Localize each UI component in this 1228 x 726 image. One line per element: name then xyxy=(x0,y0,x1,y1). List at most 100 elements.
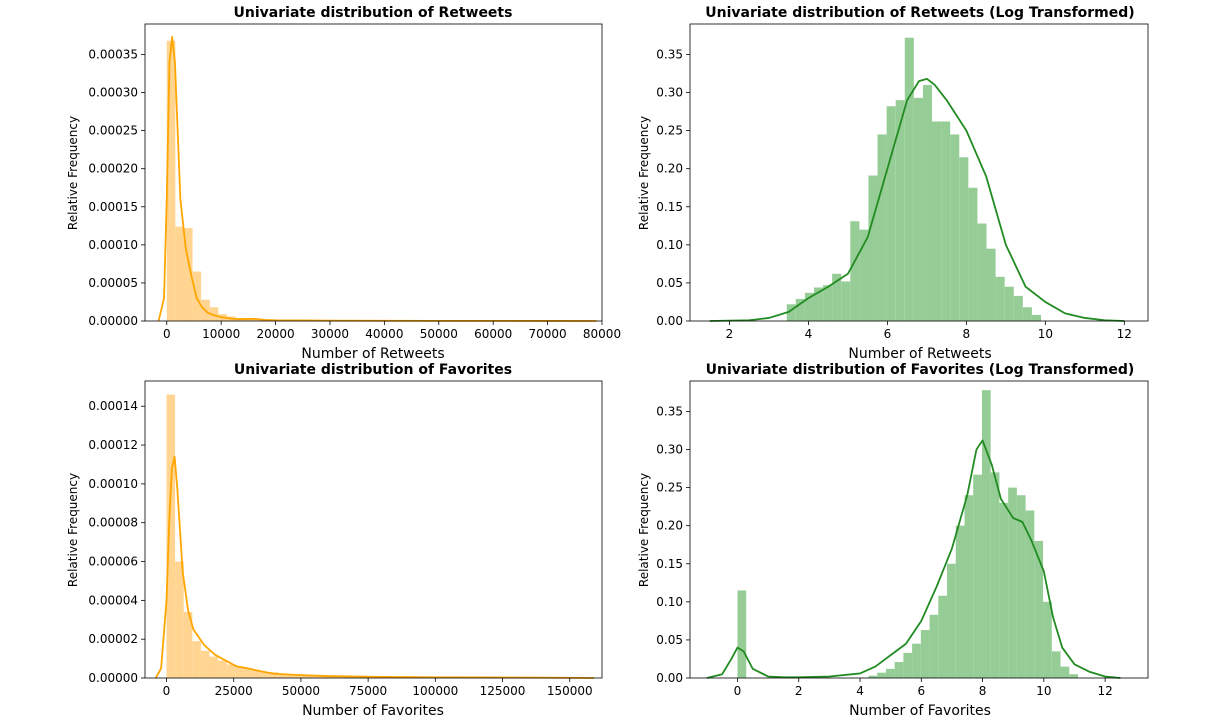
y-tick-label: 0.00010 xyxy=(88,238,138,252)
hist-bar xyxy=(347,677,356,678)
y-tick-label: 0.00012 xyxy=(88,438,138,452)
hist-bar xyxy=(1008,487,1017,678)
hist-bar xyxy=(226,664,236,678)
subplot-retweets: Univariate distribution of Retweets Numb… xyxy=(66,5,512,362)
x-tick-label: 10 xyxy=(1038,327,1053,341)
hist-bar xyxy=(950,134,960,321)
hist-bar xyxy=(304,675,313,678)
x-tick-label: 75000 xyxy=(349,684,387,698)
y-tick-label: 0.00010 xyxy=(88,477,138,491)
hist-bar xyxy=(175,226,184,321)
axes-frame xyxy=(144,380,603,679)
hist-bar xyxy=(920,630,930,678)
hist-bar xyxy=(243,668,253,678)
x-tick-label: 150000 xyxy=(547,684,593,698)
y-tick-label: 0.10 xyxy=(656,238,683,252)
y-tick-label: 0.00030 xyxy=(88,86,138,100)
y-axis-label: Relative Frequency xyxy=(637,473,651,587)
y-tick-label: 0.10 xyxy=(656,595,683,609)
hist-bar xyxy=(964,495,974,678)
hist-bar xyxy=(938,595,948,678)
hist-bar xyxy=(912,643,921,678)
x-tick-label: 25000 xyxy=(215,684,253,698)
x-tick-label: 40000 xyxy=(365,327,403,341)
kde-line xyxy=(709,77,1125,322)
hist-bar xyxy=(286,674,296,678)
y-tick-label: 0.00002 xyxy=(88,632,138,646)
hist-bar xyxy=(175,561,184,678)
y-tick-label: 0.00006 xyxy=(88,555,138,569)
x-tick-label: 50000 xyxy=(282,684,320,698)
y-tick-label: 0.15 xyxy=(656,557,683,571)
x-axis-label: Number of Favorites xyxy=(302,703,444,719)
hist-bar xyxy=(885,668,895,678)
y-tick-label: 0.00025 xyxy=(88,124,138,138)
x-tick-label: 2 xyxy=(795,684,803,698)
hist-bar xyxy=(823,285,833,321)
x-tick-label: 100000 xyxy=(412,684,458,698)
x-tick-label: 12 xyxy=(1097,684,1112,698)
hist-bar xyxy=(795,298,805,321)
hist-bar xyxy=(813,287,824,321)
hist-bar xyxy=(973,474,982,678)
y-tick-label: 0.15 xyxy=(656,200,683,214)
y-axis-label: Relative Frequency xyxy=(637,116,651,230)
x-tick-label: 6 xyxy=(917,684,925,698)
x-tick-label: 0 xyxy=(163,684,171,698)
hist-bar xyxy=(355,677,365,678)
y-tick-label: 0.00 xyxy=(656,314,683,328)
hist-bar xyxy=(192,641,201,678)
hist-bar xyxy=(1051,651,1061,678)
subplot-favorites: Univariate distribution of Favorites Num… xyxy=(66,362,512,719)
x-tick-label: 60000 xyxy=(474,327,512,341)
subplot-favorites-log: Univariate distribution of Favorites (Lo… xyxy=(637,362,1134,719)
y-tick-label: 0.35 xyxy=(656,404,683,418)
hist-bar xyxy=(913,97,923,322)
hist-bar xyxy=(804,292,814,321)
hist-bar xyxy=(269,672,279,678)
hist-bar xyxy=(786,304,796,321)
hist-bar xyxy=(312,676,322,678)
hist-bar xyxy=(977,223,987,321)
hist-bar xyxy=(886,106,896,321)
hist-bar xyxy=(209,307,219,321)
hist-bar xyxy=(1031,314,1041,321)
hist-bar xyxy=(1025,510,1035,678)
hist-bar xyxy=(1013,295,1023,321)
chart-title: Univariate distribution of Retweets xyxy=(234,5,513,21)
hist-bar xyxy=(1022,307,1032,321)
subplot-retweets-log: Univariate distribution of Retweets (Log… xyxy=(637,5,1135,362)
x-tick-label: 8 xyxy=(979,684,987,698)
hist-bar xyxy=(895,100,905,322)
y-tick-label: 0.20 xyxy=(656,519,683,533)
y-tick-label: 0.05 xyxy=(656,276,683,290)
x-tick-label: 125000 xyxy=(480,684,526,698)
plot-area: 0 2 4 6 8 10 12 0.00 0.05 0.10 0.15 0.20 0.25 0.30 0.3… xyxy=(656,380,1149,698)
chart-title: Univariate distribution of Favorites xyxy=(234,362,512,378)
hist-bar xyxy=(183,228,193,321)
hist-bar xyxy=(832,273,842,321)
hist-bar xyxy=(166,40,176,321)
hist-bar xyxy=(278,674,287,678)
y-tick-label: 0.00005 xyxy=(88,276,138,290)
x-tick-label: 2 xyxy=(726,327,734,341)
hist-bar xyxy=(903,652,913,678)
x-tick-label: 6 xyxy=(884,327,892,341)
y-tick-label: 0.30 xyxy=(656,86,683,100)
y-axis-label: Relative Frequency xyxy=(66,116,80,230)
hist-bar xyxy=(955,525,965,678)
hist-bar xyxy=(1016,495,1026,678)
y-tick-label: 0.00020 xyxy=(88,162,138,176)
hist-bar xyxy=(200,650,210,678)
x-tick-label: 0 xyxy=(734,684,742,698)
hist-bar xyxy=(841,281,851,321)
x-tick-label: 10 xyxy=(1036,684,1051,698)
x-tick-label: 0 xyxy=(163,327,171,341)
x-axis-label: Number of Retweets xyxy=(301,346,444,362)
hist-bar xyxy=(868,175,878,321)
hist-bar xyxy=(986,248,996,321)
chart-title: Univariate distribution of Favorites (Lo… xyxy=(706,362,1135,378)
y-axis-label: Relative Frequency xyxy=(66,473,80,587)
hist-bar xyxy=(338,676,348,678)
plot-area: 2 4 6 8 10 12 0.00 0.05 0.10 0.15 0.20 0.25 0.30 0.35 xyxy=(656,23,1149,341)
